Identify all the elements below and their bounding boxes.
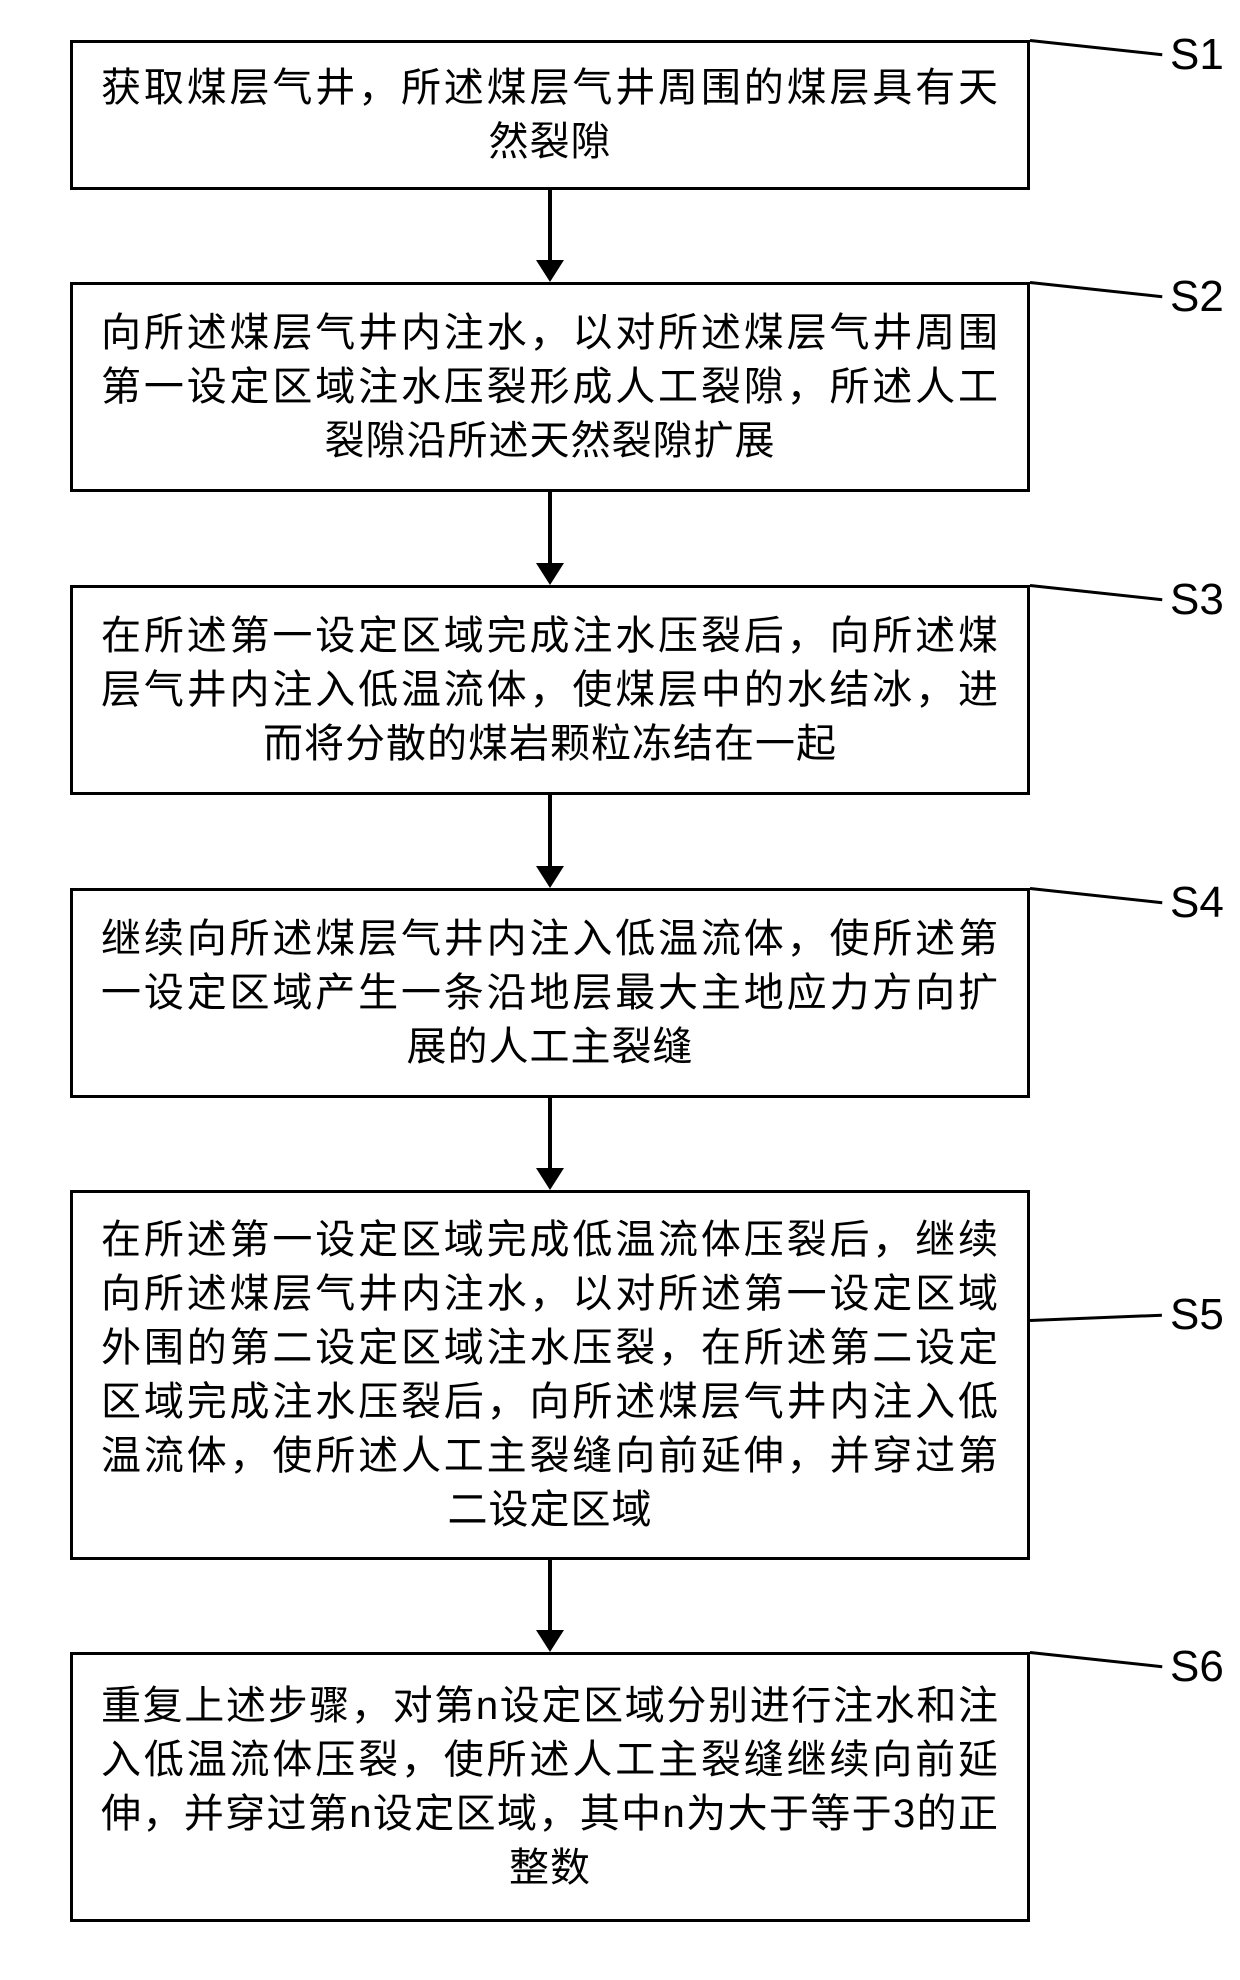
flowchart-canvas: 获取煤层气井，所述煤层气井周围的煤层具有天然裂隙 S1 向所述煤层气井内注水，以对所…: [0, 0, 1240, 1980]
step-box-s6: 重复上述步骤，对第n设定区域分别进行注水和注入低温流体压裂，使所述人工主裂缝继续…: [70, 1652, 1030, 1922]
arrow-head-icon: [536, 866, 564, 888]
step-label-s6: S6: [1170, 1642, 1224, 1692]
step-label-s2: S2: [1170, 272, 1224, 322]
step-box-s1: 获取煤层气井，所述煤层气井周围的煤层具有天然裂隙: [70, 40, 1030, 190]
arrow-shaft: [548, 190, 552, 262]
label-connector: [1030, 584, 1162, 601]
label-connector: [1030, 887, 1162, 904]
step-box-s3: 在所述第一设定区域完成注水压裂后，向所述煤层气井内注入低温流体，使煤层中的水结冰…: [70, 585, 1030, 795]
step-box-s2: 向所述煤层气井内注水，以对所述煤层气井周围第一设定区域注水压裂形成人工裂隙，所述…: [70, 282, 1030, 492]
arrow-head-icon: [536, 1630, 564, 1652]
label-connector: [1030, 281, 1162, 298]
step-text: 重复上述步骤，对第n设定区域分别进行注水和注入低温流体压裂，使所述人工主裂缝继续…: [101, 1679, 999, 1895]
step-box-s4: 继续向所述煤层气井内注入低温流体，使所述第一设定区域产生一条沿地层最大主地应力方…: [70, 888, 1030, 1098]
step-text: 在所述第一设定区域完成低温流体压裂后，继续向所述煤层气井内注水，以对所述第一设定…: [101, 1213, 999, 1537]
step-text: 获取煤层气井，所述煤层气井周围的煤层具有天然裂隙: [101, 61, 999, 169]
label-connector: [1030, 1651, 1162, 1668]
step-label-s3: S3: [1170, 575, 1224, 625]
step-label-s1: S1: [1170, 30, 1224, 80]
step-text: 向所述煤层气井内注水，以对所述煤层气井周围第一设定区域注水压裂形成人工裂隙，所述…: [101, 306, 999, 468]
step-label-s5: S5: [1170, 1290, 1224, 1340]
arrow-shaft: [548, 492, 552, 565]
step-text: 继续向所述煤层气井内注入低温流体，使所述第一设定区域产生一条沿地层最大主地应力方…: [101, 912, 999, 1074]
arrow-shaft: [548, 1098, 552, 1170]
label-connector: [1030, 1313, 1162, 1321]
step-box-s5: 在所述第一设定区域完成低温流体压裂后，继续向所述煤层气井内注水，以对所述第一设定…: [70, 1190, 1030, 1560]
arrow-head-icon: [536, 563, 564, 585]
arrow-shaft: [548, 1560, 552, 1632]
label-connector: [1030, 39, 1162, 56]
arrow-head-icon: [536, 1168, 564, 1190]
step-label-s4: S4: [1170, 878, 1224, 928]
arrow-head-icon: [536, 260, 564, 282]
step-text: 在所述第一设定区域完成注水压裂后，向所述煤层气井内注入低温流体，使煤层中的水结冰…: [101, 609, 999, 771]
arrow-shaft: [548, 795, 552, 868]
